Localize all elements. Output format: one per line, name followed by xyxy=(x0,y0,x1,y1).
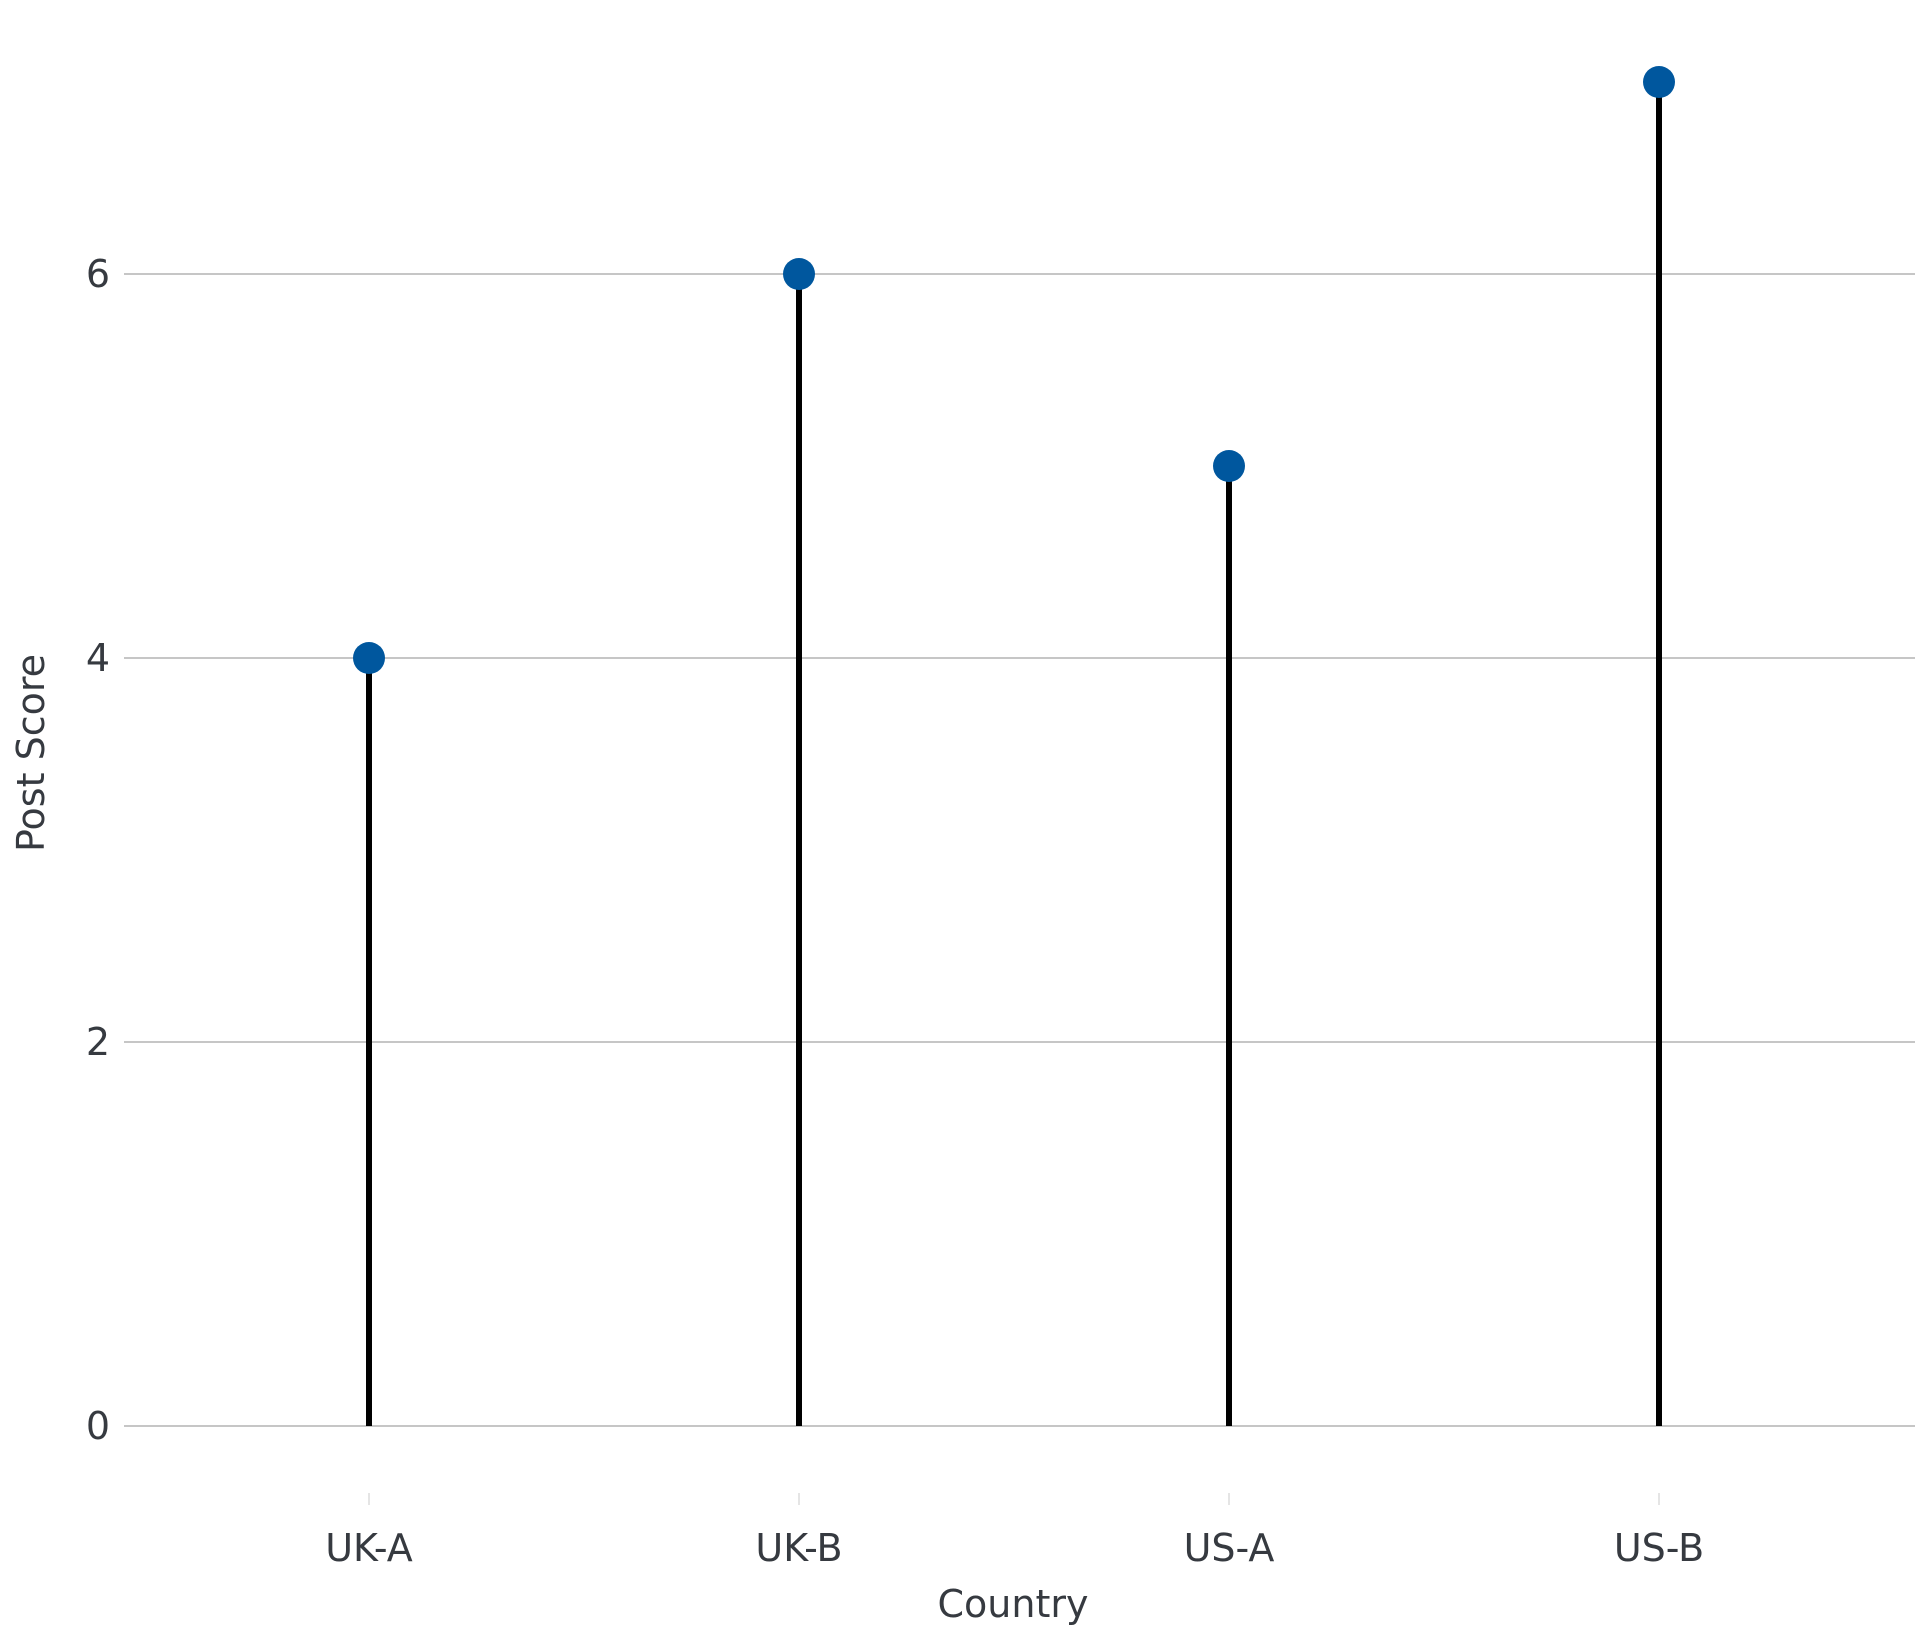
stems-layer xyxy=(366,82,1662,1426)
x-tick-label: UK-A xyxy=(325,1526,413,1570)
x-tick-label: UK-B xyxy=(755,1526,842,1570)
y-tick-label: 2 xyxy=(86,1020,110,1064)
lollipop-marker xyxy=(1213,450,1245,482)
y-axis-title: Post Score xyxy=(9,654,53,852)
lollipop-marker xyxy=(353,642,385,674)
grid-layer xyxy=(124,273,1915,1427)
y-tick-label: 0 xyxy=(86,1404,110,1448)
x-tick-label: US-B xyxy=(1614,1526,1704,1570)
y-tick-label: 6 xyxy=(86,252,110,296)
x-tick-labels: UK-A UK-B US-A US-B xyxy=(325,1493,1704,1570)
markers-layer xyxy=(353,66,1675,674)
y-tick-labels: 0 2 4 6 xyxy=(86,252,110,1448)
lollipop-marker xyxy=(1643,66,1675,98)
x-tick-label: US-A xyxy=(1184,1526,1275,1570)
x-axis-title: Country xyxy=(938,1582,1089,1626)
y-tick-label: 4 xyxy=(86,636,110,680)
lollipop-marker xyxy=(783,258,815,290)
